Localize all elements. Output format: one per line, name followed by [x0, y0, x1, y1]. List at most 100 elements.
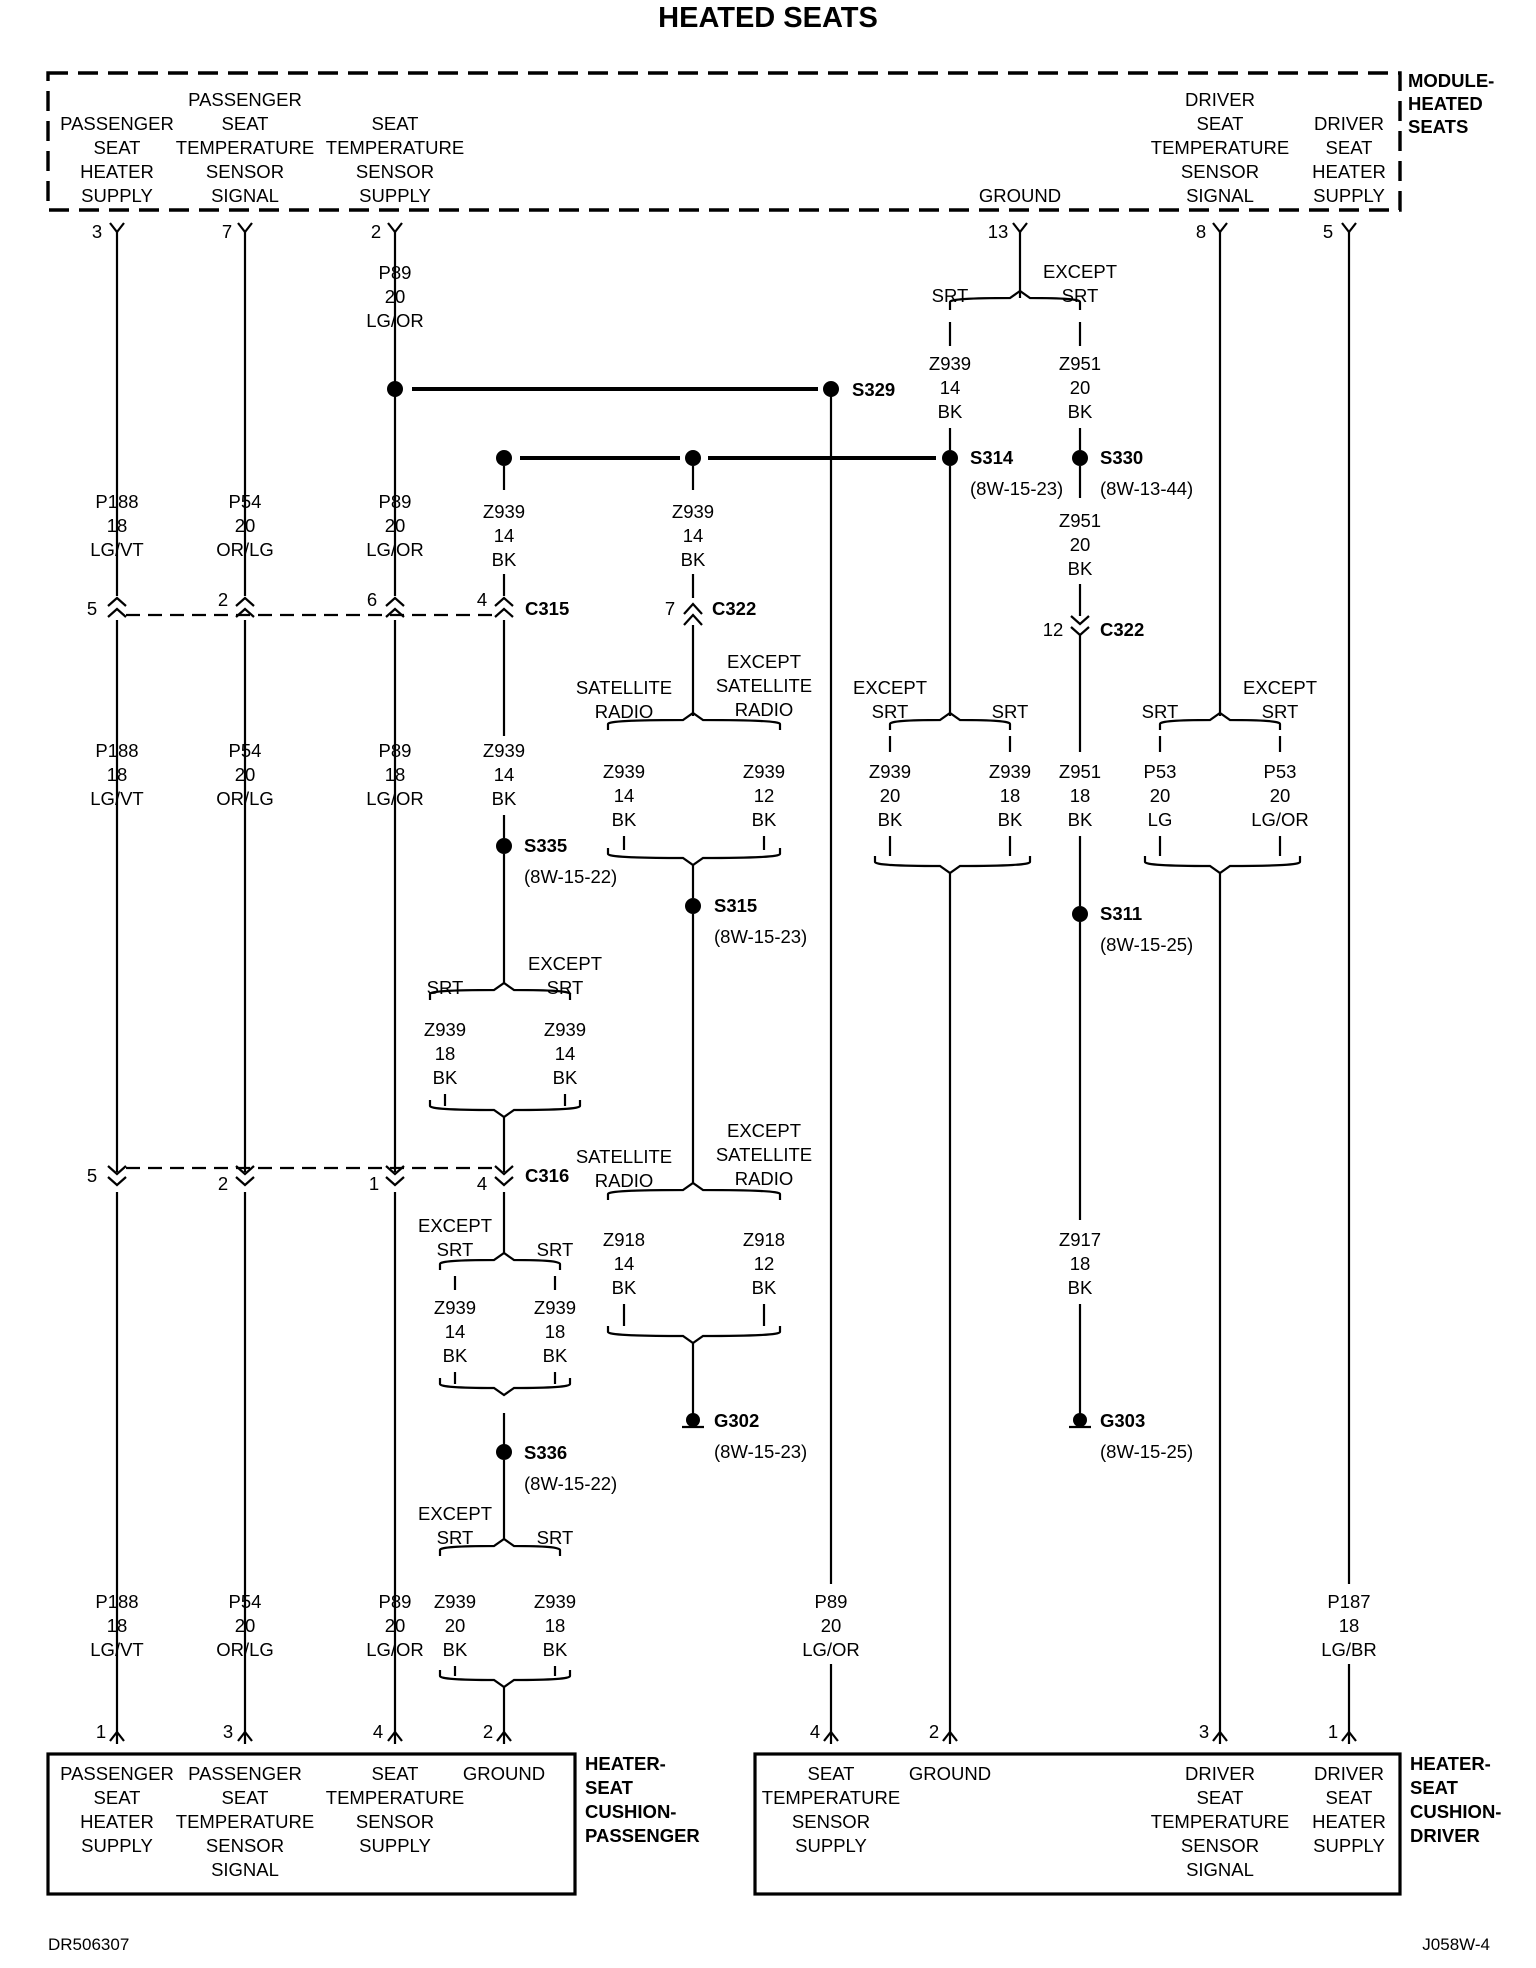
splice-s336	[496, 1444, 512, 1460]
svg-text:SEAT: SEAT	[1326, 137, 1373, 158]
svg-text:HEATER: HEATER	[80, 161, 154, 182]
pin-number: 5	[1323, 221, 1333, 242]
wire-label-z951: Z951 20 BK	[1059, 510, 1101, 579]
svg-text:SUPPLY: SUPPLY	[359, 1835, 431, 1856]
wire-label-p89: P89 20 LG/OR	[366, 262, 424, 331]
wire-label-p187: P187 18 LG/BR	[1321, 1591, 1377, 1660]
pin-number: 2	[483, 1721, 493, 1742]
splice-s314-label: S314	[970, 447, 1014, 468]
svg-text:Z939: Z939	[424, 1019, 466, 1040]
option-srt: SRT	[537, 1527, 574, 1548]
module-pin-passenger-heater-supply: PASSENGER SEAT HEATER SUPPLY	[60, 113, 174, 206]
join-bracket	[1143, 856, 1302, 875]
svg-text:OR/LG: OR/LG	[216, 788, 274, 809]
pin-number: 4	[810, 1721, 820, 1742]
wire-label-z939: Z939 20 BK	[434, 1591, 476, 1660]
option-srt: SRT	[547, 977, 584, 998]
pin-number: 4	[477, 589, 487, 610]
svg-text:14: 14	[555, 1043, 576, 1064]
option-except-satellite: RADIO	[735, 1168, 794, 1189]
svg-text:SUPPLY: SUPPLY	[795, 1835, 867, 1856]
svg-text:DRIVER: DRIVER	[1314, 1763, 1384, 1784]
svg-text:P187: P187	[1327, 1591, 1370, 1612]
wire-label-z939: Z939 14 BK	[483, 501, 525, 570]
svg-text:Z939: Z939	[434, 1591, 476, 1612]
svg-text:BK: BK	[681, 549, 706, 570]
split-bracket	[438, 1537, 562, 1556]
connector-c315-label: C315	[525, 598, 569, 619]
cushion-terminals	[109, 1730, 1357, 1742]
svg-text:BK: BK	[492, 549, 517, 570]
module-pin-temp-sensor-supply: SEAT TEMPERATURE SENSOR SUPPLY	[326, 113, 464, 206]
wire-label-z918: Z918 14 BK	[603, 1229, 645, 1298]
svg-text:LG/OR: LG/OR	[802, 1639, 860, 1660]
svg-text:20: 20	[821, 1615, 842, 1636]
option-except: EXCEPT	[528, 953, 602, 974]
svg-text:BK: BK	[878, 809, 903, 830]
wire-label-z939: Z939 14 BK	[434, 1297, 476, 1366]
wire-label-z939: Z939 14 BK	[672, 501, 714, 570]
svg-text:20: 20	[880, 785, 901, 806]
svg-text:PASSENGER: PASSENGER	[188, 1763, 302, 1784]
option-except: EXCEPT	[1043, 261, 1117, 282]
svg-text:14: 14	[614, 785, 635, 806]
module-terminals	[109, 222, 1357, 234]
wire-label-p54: P54 20 OR/LG	[216, 1591, 274, 1660]
pin-number: 6	[367, 589, 377, 610]
splice-s311	[1072, 906, 1088, 922]
svg-text:SEAT: SEAT	[1197, 1787, 1244, 1808]
svg-text:BK: BK	[752, 1277, 777, 1298]
module-pin-ground: GROUND	[979, 185, 1061, 206]
diagram-title: HEATED SEATS	[658, 2, 878, 34]
ground-g302-symbol	[682, 1413, 704, 1429]
svg-text:SEAT: SEAT	[1410, 1777, 1459, 1798]
option-srt: SRT	[427, 977, 464, 998]
splice-s311-ref: (8W-15-25)	[1100, 934, 1193, 955]
wire-label-p89: P89 18 LG/OR	[366, 740, 424, 809]
svg-text:18: 18	[435, 1043, 456, 1064]
wire-label-p54: P54 20 OR/LG	[216, 740, 274, 809]
wire-label-z939: Z939 14 BK	[544, 1019, 586, 1088]
svg-text:SEAT: SEAT	[94, 1787, 141, 1808]
split-bracket	[606, 1181, 782, 1200]
heater-seat-cushion-passenger-box	[46, 1752, 577, 1896]
ground-g302-label: G302	[714, 1410, 759, 1431]
svg-text:Z939: Z939	[672, 501, 714, 522]
svg-text:SIGNAL: SIGNAL	[211, 1859, 279, 1880]
wire-label-p89: P89 20 LG/OR	[366, 491, 424, 560]
svg-text:OR/LG: OR/LG	[216, 539, 274, 560]
splice-s335	[496, 838, 512, 854]
connector-c322-label: C322	[712, 598, 756, 619]
svg-text:SEAT: SEAT	[372, 1763, 419, 1784]
splice-s314	[942, 450, 958, 466]
option-srt: SRT	[872, 701, 909, 722]
svg-text:BK: BK	[1068, 401, 1093, 422]
ground-g303-label: G303	[1100, 1410, 1145, 1431]
svg-text:HEATER-: HEATER-	[585, 1753, 666, 1774]
svg-text:14: 14	[494, 764, 515, 785]
footer-right: J058W-4	[1422, 1935, 1490, 1954]
svg-text:LG/OR: LG/OR	[366, 310, 424, 331]
passenger-pin-heater-supply: PASSENGER SEAT HEATER SUPPLY	[60, 1763, 174, 1856]
svg-text:BK: BK	[543, 1345, 568, 1366]
svg-text:LG/OR: LG/OR	[366, 788, 424, 809]
module-heated-seats-box	[46, 71, 1402, 212]
svg-text:SENSOR: SENSOR	[792, 1811, 870, 1832]
pin-number: 3	[1199, 1721, 1209, 1742]
splice-s329-node	[387, 381, 403, 397]
svg-text:BK: BK	[492, 788, 517, 809]
svg-text:18: 18	[545, 1615, 566, 1636]
svg-text:20: 20	[1070, 377, 1091, 398]
svg-text:Z939: Z939	[603, 761, 645, 782]
svg-text:18: 18	[107, 764, 128, 785]
module-pin-passenger-temp-signal: PASSENGER SEAT TEMPERATURE SENSOR SIGNAL	[176, 89, 314, 206]
svg-text:GROUND: GROUND	[979, 185, 1061, 206]
svg-text:SIGNAL: SIGNAL	[1186, 185, 1254, 206]
svg-text:SEAT: SEAT	[372, 113, 419, 134]
pin-number: 2	[371, 221, 381, 242]
svg-text:20: 20	[1150, 785, 1171, 806]
splice-s329-label: S329	[852, 379, 895, 400]
option-srt: SRT	[537, 1239, 574, 1260]
svg-text:LG/OR: LG/OR	[366, 1639, 424, 1660]
